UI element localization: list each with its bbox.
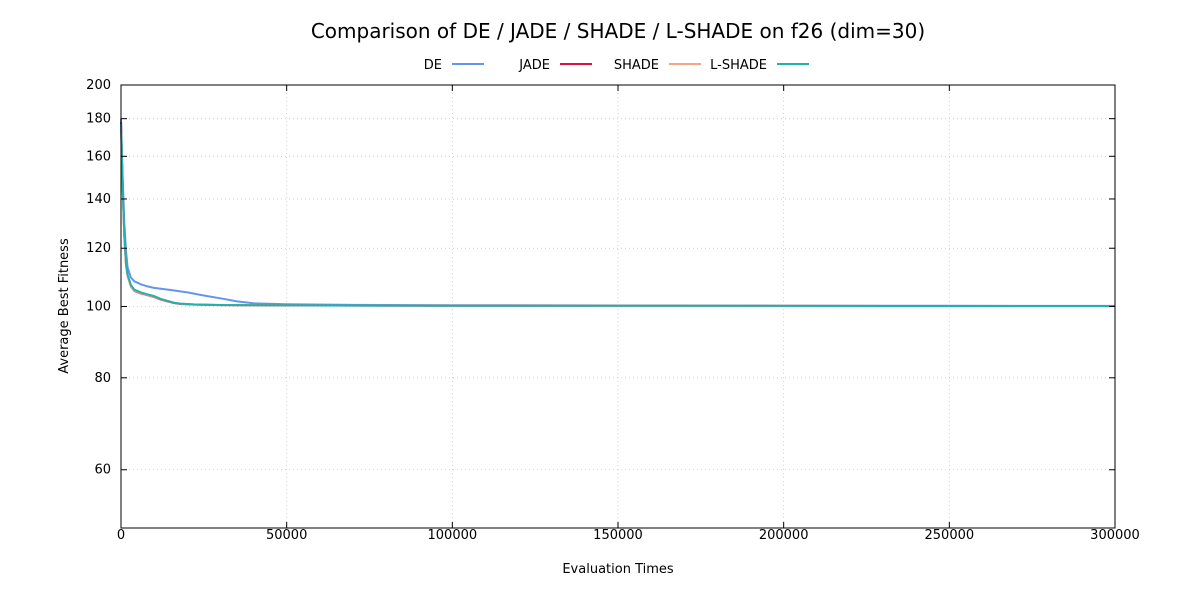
x-tick-label: 100000 (428, 528, 478, 543)
legend-label: SHADE (614, 58, 659, 73)
y-axis: 60 80 100 120 140 160 180 200 (86, 78, 1115, 478)
x-tick-label: 50000 (266, 528, 307, 543)
legend-item-l-shade: L-SHADE (710, 58, 809, 73)
x-tick-label: 0 (117, 528, 125, 543)
x-tick-label: 300000 (1090, 528, 1140, 543)
y-tick-label: 80 (94, 371, 111, 386)
x-tick-label: 200000 (759, 528, 809, 543)
legend-item-jade: JADE (518, 58, 592, 73)
legend-item-shade: SHADE (614, 58, 701, 73)
y-tick-label: 140 (86, 192, 111, 207)
series-line-l-shade (120, 123, 1115, 307)
legend: DE JADE SHADE L-SHADE (424, 58, 809, 73)
legend-item-de: DE (424, 58, 484, 73)
legend-label: L-SHADE (710, 58, 767, 73)
y-tick-label: 160 (86, 149, 111, 164)
y-tick-label: 200 (86, 78, 111, 93)
y-tick-label: 100 (86, 300, 111, 315)
legend-label: DE (424, 58, 442, 73)
y-axis-label: Average Best Fitness (57, 238, 72, 374)
x-tick-label: 250000 (925, 528, 975, 543)
y-tick-label: 60 (94, 463, 111, 478)
x-axis: 0 50000 100000 150000 200000 250000 300000 (117, 85, 1140, 543)
series-layer (120, 118, 1116, 307)
y-tick-label: 120 (86, 241, 111, 256)
x-axis-label: Evaluation Times (562, 562, 674, 577)
legend-label: JADE (518, 58, 550, 73)
x-tick-label: 150000 (593, 528, 643, 543)
chart-title: Comparison of DE / JADE / SHADE / L-SHAD… (311, 19, 925, 43)
y-tick-label: 180 (86, 112, 111, 127)
